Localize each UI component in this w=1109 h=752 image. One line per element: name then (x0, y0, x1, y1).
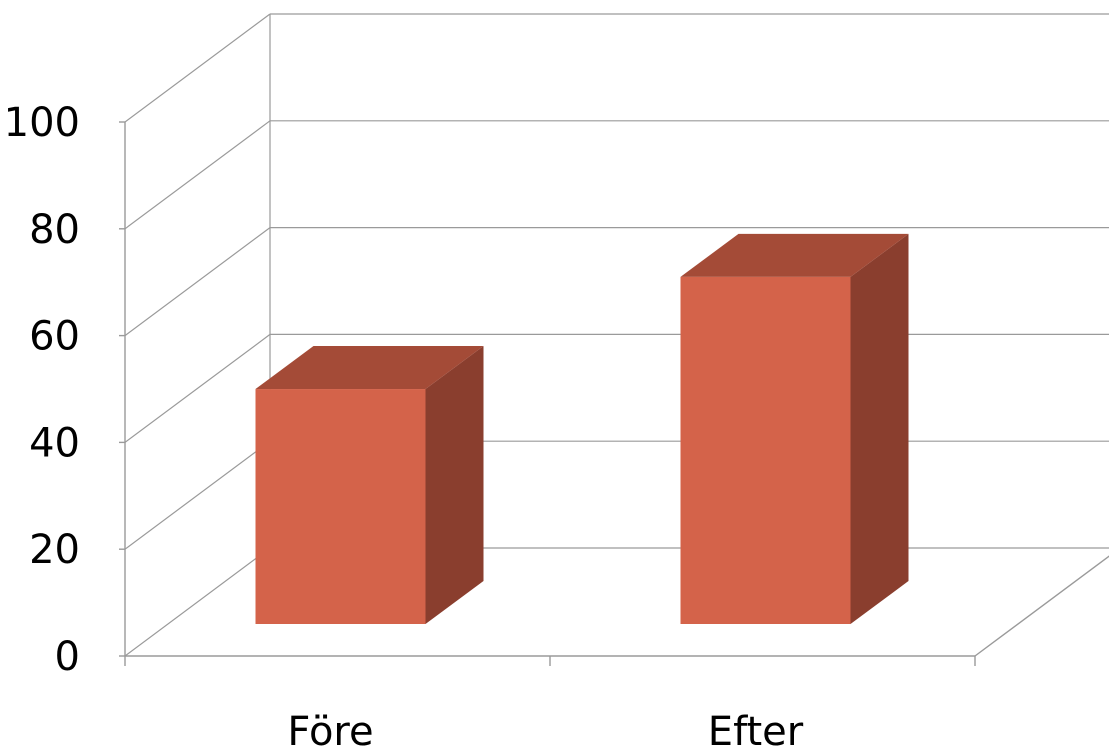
bar-side (425, 346, 484, 624)
gridline-side-0 (124, 547, 271, 657)
bar-front (680, 276, 851, 624)
y-tick-label: 60 (29, 314, 80, 360)
y-tick-label: 0 (55, 634, 80, 680)
bar-0 (255, 346, 484, 624)
gridline-side-40 (124, 333, 271, 443)
y-tick-label: 40 (29, 420, 80, 466)
bar-side (850, 233, 909, 624)
y-tick-label: 20 (29, 527, 80, 573)
bar-1 (680, 233, 909, 624)
y-tick-label: 80 (29, 207, 80, 253)
gridline-side-80 (124, 120, 271, 230)
bar-top (255, 346, 484, 390)
x-tick-label: Före (287, 709, 373, 752)
bars (255, 233, 909, 624)
axes (119, 121, 1109, 666)
gridline-side-100 (124, 13, 271, 123)
y-tick-label: 100 (4, 100, 80, 146)
bar-top (680, 233, 909, 277)
floor-right-edge (974, 555, 1109, 657)
gridline-side-20 (124, 440, 271, 550)
bar-front (255, 389, 426, 624)
gridline-side-60 (124, 227, 271, 337)
x-tick-label: Efter (708, 709, 804, 752)
tick-labels: 0 20 40 60 80 100 Före Efter (4, 100, 804, 752)
